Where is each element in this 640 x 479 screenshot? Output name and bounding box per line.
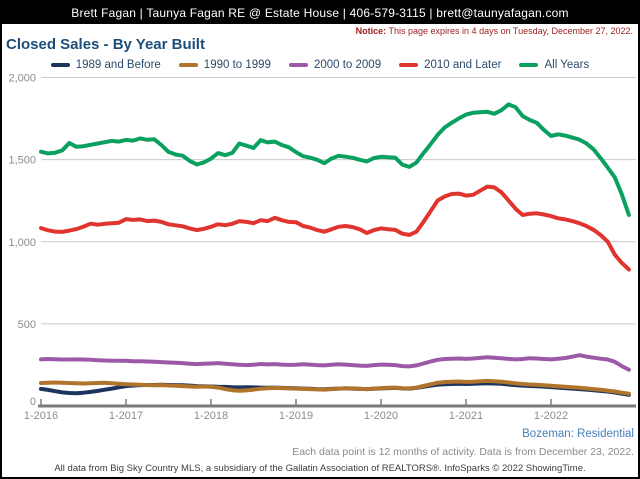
x-axis-label-1-2016: 1-2016 <box>24 410 58 422</box>
series-line-1990-to-1999[interactable] <box>39 378 631 396</box>
legend-swatch-2000-to-2009 <box>288 63 308 67</box>
legend-label: 2000 to 2009 <box>313 59 382 71</box>
series-line-2010-and-later[interactable] <box>39 184 631 272</box>
y-axis-label-2,000: 2,000 <box>8 73 36 85</box>
legend-item-all-years[interactable]: All Years <box>519 59 589 71</box>
series-line-2000-to-2009[interactable] <box>39 353 631 372</box>
legend-label: All Years <box>544 59 590 71</box>
x-axis-label-1-2017: 1-2017 <box>109 410 143 422</box>
legend-item-2000-to-2009[interactable]: 2000 to 2009 <box>288 59 382 71</box>
legend-item-1989-and-before[interactable]: 1989 and Before <box>50 59 161 71</box>
x-axis-label-1-2019: 1-2019 <box>279 410 313 422</box>
series-line-all-years[interactable] <box>39 102 631 217</box>
legend-label: 2010 and Later <box>424 59 502 71</box>
y-axis-label-500: 500 <box>18 319 36 331</box>
x-axis-label-1-2018: 1-2018 <box>194 410 228 422</box>
region-label: Bozeman: Residential <box>522 428 634 440</box>
attribution-footer: All data from Big Sky Country MLS, a sub… <box>54 463 586 474</box>
legend-swatch-2010-and-later <box>399 63 419 67</box>
notice-label: Notice: <box>355 26 387 36</box>
legend-item-1990-to-1999[interactable]: 1990 to 1999 <box>178 59 271 71</box>
data-note: Each data point is 12 months of activity… <box>292 446 634 458</box>
x-axis-label-1-2020: 1-2020 <box>364 410 398 422</box>
closed-sales-line-chart: 0 500 1,000 1,500 2,000 1-2016 1-2017 1-2018 1-2… <box>8 73 636 422</box>
legend-label: 1990 to 1999 <box>203 59 271 71</box>
y-axis-label-1,000: 1,000 <box>8 237 36 249</box>
chart-legend: 1989 and Before 1990 to 1999 2000 to 2009 2… <box>2 57 638 73</box>
x-axis-label-1-2022: 1-2022 <box>534 410 568 422</box>
legend-swatch-all-years <box>519 63 539 67</box>
legend-swatch-1989-and-before <box>50 63 70 67</box>
y-axis-label-1,500: 1,500 <box>8 155 36 167</box>
chart-title: Closed Sales - By Year Built <box>6 36 205 53</box>
legend-item-2010-and-later[interactable]: 2010 and Later <box>399 59 501 71</box>
agent-header-bar: Brett Fagan | Taunya Fagan RE @ Estate H… <box>2 2 638 24</box>
y-axis-label-0: 0 <box>30 396 36 408</box>
expiration-notice: Notice: This page expires in 4 days on T… <box>356 26 633 36</box>
notice-text: This page expires in 4 days on Tuesday, … <box>388 26 633 36</box>
agent-contact-text: Brett Fagan | Taunya Fagan RE @ Estate H… <box>71 6 569 20</box>
legend-label: 1989 and Before <box>75 59 161 71</box>
x-axis-label-1-2021: 1-2021 <box>449 410 483 422</box>
legend-swatch-1990-to-1999 <box>178 63 198 67</box>
